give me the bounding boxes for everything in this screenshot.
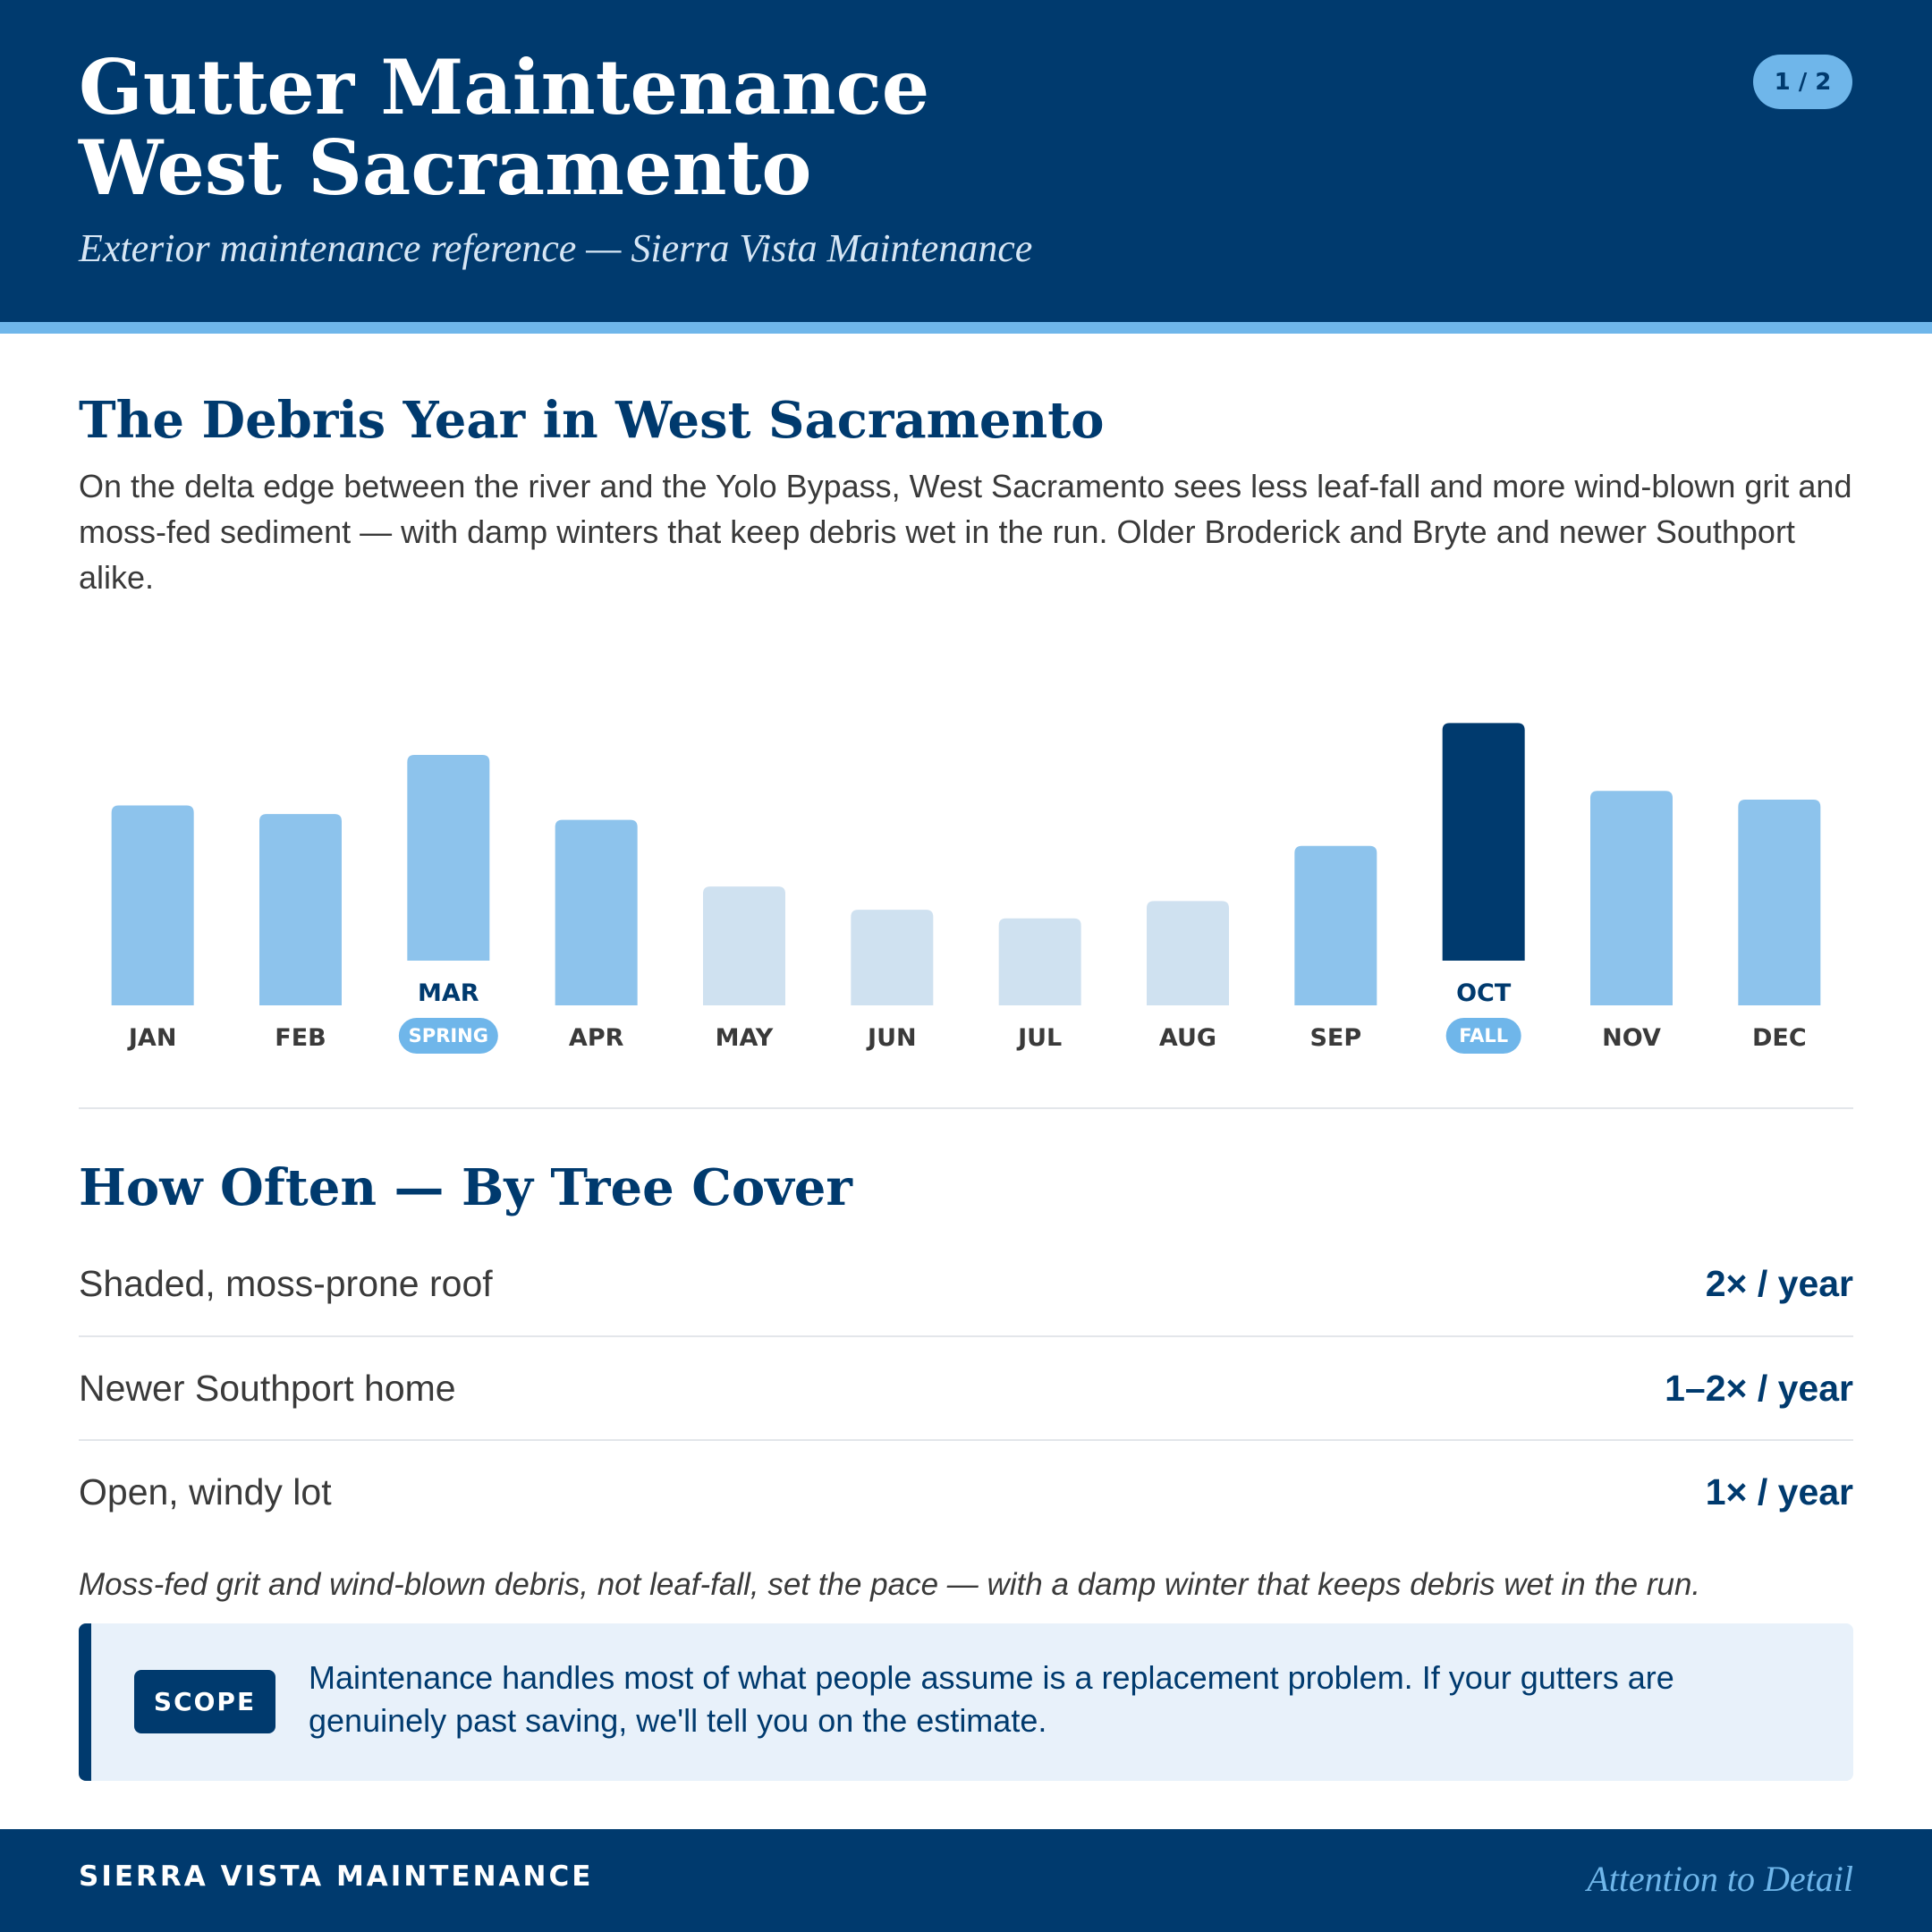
month-label-jan: JAN (127, 1024, 177, 1052)
month-label-may: MAY (716, 1024, 774, 1052)
frequency-row: Newer Southport home 1–2× / year (79, 1336, 1853, 1440)
bar-feb (259, 814, 342, 1005)
page-subtitle: Exterior maintenance reference — Sierra … (79, 226, 1033, 270)
frequency-row: Open, windy lot 1× / year (79, 1440, 1853, 1544)
frequency-row-value: 1–2× / year (1665, 1367, 1853, 1409)
month-label-mar: MAR (418, 979, 479, 1007)
month-label-oct: OCT (1456, 979, 1512, 1007)
footer-tagline: Attention to Detail (1587, 1859, 1853, 1899)
scope-tag: SCOPE (134, 1670, 275, 1733)
section-divider (79, 1107, 1853, 1109)
frequency-row-label: Open, windy lot (79, 1470, 332, 1513)
page-indicator-badge: 1 / 2 (1753, 55, 1852, 109)
month-label-jun: JUN (866, 1024, 917, 1052)
row-divider (79, 1439, 1853, 1441)
row-divider (79, 1335, 1853, 1337)
page-title-line-1: Gutter Maintenance (79, 43, 930, 131)
header-accent-stripe (0, 322, 1932, 334)
page-title-line-2: West Sacramento (79, 123, 812, 212)
frequency-row: Shaded, moss-prone roof 2× / year (79, 1232, 1853, 1335)
header-banner (0, 0, 1932, 322)
month-label-aug: AUG (1159, 1024, 1216, 1052)
bar-may (703, 886, 785, 1005)
frequency-section-heading: How Often — By Tree Cover (79, 1158, 852, 1217)
month-label-sep: SEP (1309, 1024, 1361, 1052)
bar-aug (1147, 901, 1229, 1005)
bar-jun (851, 910, 934, 1005)
season-badge (398, 1018, 498, 1054)
frequency-row-value: 2× / year (1705, 1262, 1853, 1304)
footer-bar (0, 1829, 1932, 1932)
debris-intro-paragraph: On the delta edge between the river and … (79, 468, 1852, 596)
bar-nov (1590, 791, 1673, 1005)
month-label-nov: NOV (1602, 1024, 1661, 1052)
bar-dec (1738, 799, 1821, 1005)
scope-text: Maintenance handles most of what people … (309, 1659, 1674, 1739)
bar-mar (407, 754, 490, 961)
bar-jan (111, 805, 194, 1005)
season-badge (1445, 1018, 1521, 1054)
season-badge-label: SPRING (409, 1025, 488, 1046)
bar-apr (555, 819, 638, 1005)
month-label-feb: FEB (275, 1024, 326, 1052)
debris-section-heading: The Debris Year in West Sacramento (79, 391, 1105, 450)
month-label-jul: JUL (1016, 1024, 1062, 1052)
month-label-apr: APR (569, 1024, 624, 1052)
frequency-row-label: Newer Southport home (79, 1367, 456, 1409)
bar-sep (1294, 845, 1377, 1005)
scope-callout (79, 1623, 1853, 1781)
frequency-row-label: Shaded, moss-prone roof (79, 1262, 493, 1304)
bar-oct (1442, 723, 1525, 961)
footer-brand: SIERRA VISTA MAINTENANCE (79, 1860, 594, 1893)
bar-jul (998, 918, 1081, 1005)
debris-by-month-chart: JAN FEB MAR SPRING APR MAY JUN JUL AUG SEP OCT FALL… (111, 723, 1821, 1054)
frequency-row-value: 1× / year (1705, 1470, 1853, 1513)
season-badge-label: FALL (1459, 1025, 1508, 1046)
frequency-footnote: Moss-fed grit and wind-blown debris, not… (79, 1567, 1701, 1602)
month-label-dec: DEC (1752, 1024, 1807, 1052)
